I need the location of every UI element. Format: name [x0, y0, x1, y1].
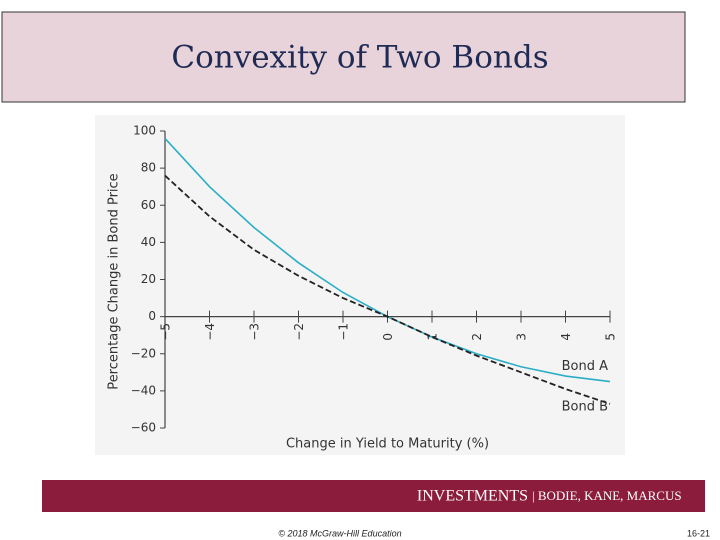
page-number: 16-21 [687, 528, 710, 538]
x-tick-label: −5 [159, 323, 173, 341]
footer-brand: INVESTMENTS [417, 488, 528, 505]
x-tick-label: −3 [248, 323, 262, 341]
y-tick-label: 40 [141, 235, 156, 249]
x-tick-label: −1 [337, 323, 351, 341]
chart-title: Convexity of Two Bonds [171, 40, 548, 76]
series-label: Bond A [562, 359, 608, 374]
x-tick-label: 2 [470, 333, 484, 341]
x-axis-label: Change in Yield to Maturity (%) [286, 437, 489, 452]
x-tick-label: 3 [515, 333, 529, 341]
y-tick-label: −20 [131, 346, 156, 360]
series-label: Bond B [562, 399, 608, 414]
x-tick-label: 4 [559, 333, 573, 341]
x-tick-label: 5 [604, 333, 618, 341]
y-tick-label: 100 [133, 124, 156, 138]
x-tick-label: 0 [381, 333, 395, 341]
y-tick-label: 0 [148, 309, 156, 323]
chart-background [95, 115, 625, 455]
y-tick-label: 80 [141, 161, 156, 175]
y-tick-label: 60 [141, 198, 156, 212]
y-tick-label: −60 [131, 421, 156, 435]
y-tick-label: −40 [131, 383, 156, 397]
title-box [1, 11, 686, 103]
copyright: © 2018 McGraw-Hill Education [278, 528, 401, 538]
series-line [164, 174, 611, 405]
footer-authors: | BODIE, KANE, MARCUS [532, 488, 682, 503]
y-axis-label: Percentage Change in Bond Price [107, 173, 122, 389]
y-tick-label: 20 [141, 272, 156, 286]
x-tick-label: −2 [292, 323, 306, 341]
footer-bar [42, 480, 705, 512]
x-tick-label: −4 [203, 323, 217, 341]
